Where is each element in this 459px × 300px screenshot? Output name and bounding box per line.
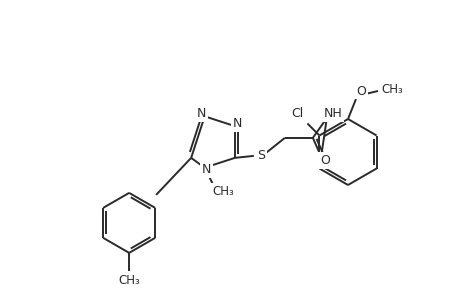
Text: Cl: Cl: [291, 107, 303, 120]
Text: N: N: [233, 117, 242, 130]
Text: N: N: [196, 107, 206, 120]
Text: CH₃: CH₃: [381, 82, 402, 95]
Text: CH₃: CH₃: [118, 274, 140, 287]
Text: N: N: [202, 163, 211, 176]
Text: O: O: [355, 85, 365, 98]
Text: CH₃: CH₃: [213, 185, 234, 198]
Text: S: S: [256, 149, 264, 162]
Text: O: O: [319, 154, 329, 167]
Text: NH: NH: [323, 107, 341, 120]
